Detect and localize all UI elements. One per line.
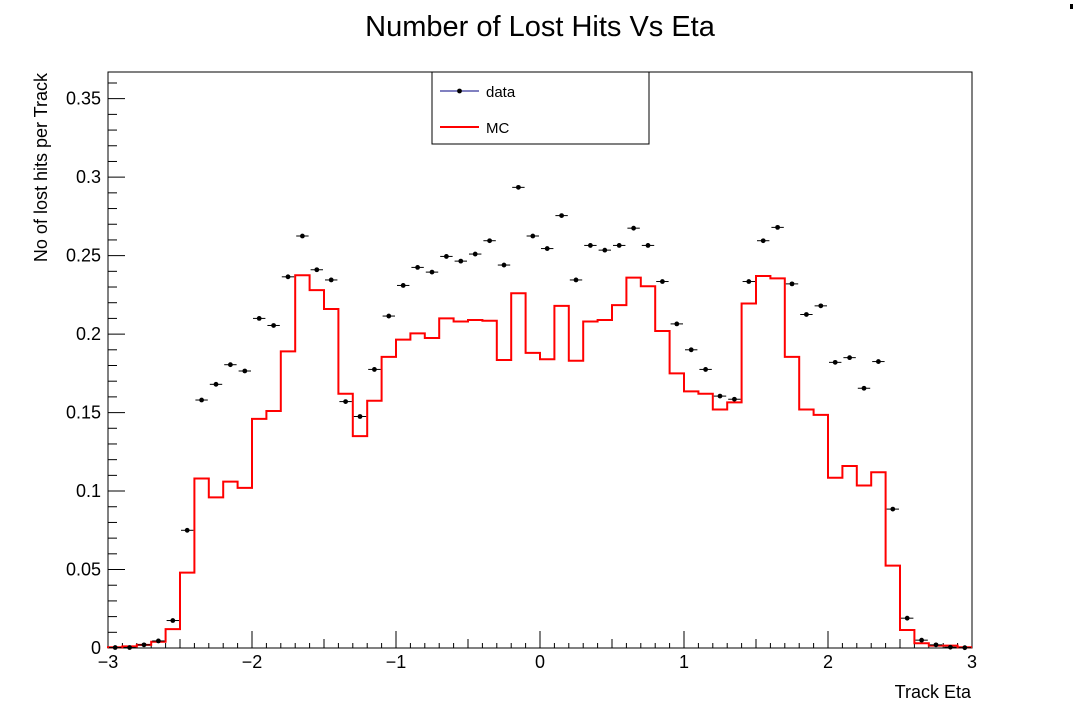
data-point	[425, 269, 439, 275]
data-point	[325, 277, 338, 283]
x-axis-label: Track Eta	[895, 682, 972, 702]
data-point	[785, 281, 799, 287]
x-tick-label: −1	[386, 652, 407, 672]
legend-data-marker	[457, 88, 462, 94]
y-tick-label: 0.3	[76, 167, 101, 187]
y-axis-label: No of lost hits per Track	[31, 72, 51, 262]
x-tick-label: 1	[679, 652, 689, 672]
data-point	[771, 224, 784, 230]
y-tick-label: 0.1	[76, 481, 101, 501]
data-point	[915, 637, 928, 643]
data-point	[728, 396, 741, 402]
legend-box	[431, 71, 650, 145]
data-point	[195, 397, 208, 403]
legend: data MC	[431, 71, 650, 145]
y-tick-label: 0.15	[66, 403, 101, 423]
chart-title: Number of Lost Hits Vs Eta	[365, 11, 716, 43]
data-point	[209, 381, 223, 387]
data-point	[929, 642, 943, 648]
x-tick-label: 0	[535, 652, 545, 672]
data-point	[872, 359, 885, 364]
data-point	[123, 645, 136, 650]
data-point	[800, 312, 813, 317]
data-point	[267, 323, 280, 328]
data-point	[166, 618, 179, 623]
data-point	[253, 316, 266, 321]
data-point	[944, 644, 957, 650]
mc-histogram-line	[107, 274, 972, 649]
y-tick-label: 0.2	[76, 324, 101, 344]
data-point	[541, 246, 554, 251]
data-point	[137, 642, 151, 648]
data-point	[281, 274, 295, 280]
data-point	[152, 638, 165, 644]
data-point	[569, 277, 583, 283]
mc-series	[107, 274, 972, 649]
data-point	[109, 645, 122, 650]
data-series	[109, 184, 971, 651]
data-point	[829, 359, 842, 365]
data-point	[483, 238, 496, 244]
data-point	[310, 267, 323, 273]
data-point	[397, 283, 410, 288]
legend-data-label: data	[486, 84, 516, 101]
data-point	[857, 385, 871, 391]
data-point	[613, 243, 626, 248]
data-point	[181, 527, 194, 533]
data-point	[296, 233, 309, 239]
y-tick-label: 0.05	[66, 560, 101, 580]
x-tick-label: −2	[242, 652, 263, 672]
x-tick-label: 3	[967, 652, 977, 672]
x-tick-label: −3	[98, 652, 119, 672]
data-point	[958, 645, 971, 651]
data-point	[670, 321, 683, 327]
data-point	[440, 254, 453, 259]
data-point	[353, 414, 367, 419]
data-point	[627, 225, 640, 231]
data-point	[368, 367, 381, 372]
data-point	[238, 368, 251, 374]
x-tick-label: 2	[823, 652, 833, 672]
data-point	[339, 399, 352, 404]
data-point	[512, 184, 525, 190]
y-tick-label: 0	[91, 638, 101, 658]
data-point	[555, 213, 568, 219]
data-point	[411, 265, 424, 270]
data-point	[526, 233, 539, 239]
data-point	[641, 243, 655, 248]
data-point	[713, 393, 727, 399]
data-point	[699, 367, 712, 372]
data-point	[656, 279, 669, 284]
data-point	[814, 303, 827, 309]
corner-marker	[1070, 4, 1073, 9]
data-point	[757, 238, 770, 244]
data-point	[886, 506, 899, 512]
data-point	[742, 279, 755, 284]
y-tick-label: 0.35	[66, 89, 101, 109]
data-point	[901, 615, 914, 621]
legend-mc-label: MC	[486, 120, 509, 137]
data-point	[469, 251, 482, 257]
y-tick-label: 0.25	[66, 246, 101, 266]
data-point	[224, 362, 237, 368]
data-point	[382, 313, 395, 319]
data-point	[454, 258, 467, 264]
data-point	[598, 247, 611, 253]
data-point	[584, 243, 597, 248]
data-point	[685, 347, 698, 353]
data-point	[843, 355, 856, 361]
data-point	[497, 262, 511, 268]
